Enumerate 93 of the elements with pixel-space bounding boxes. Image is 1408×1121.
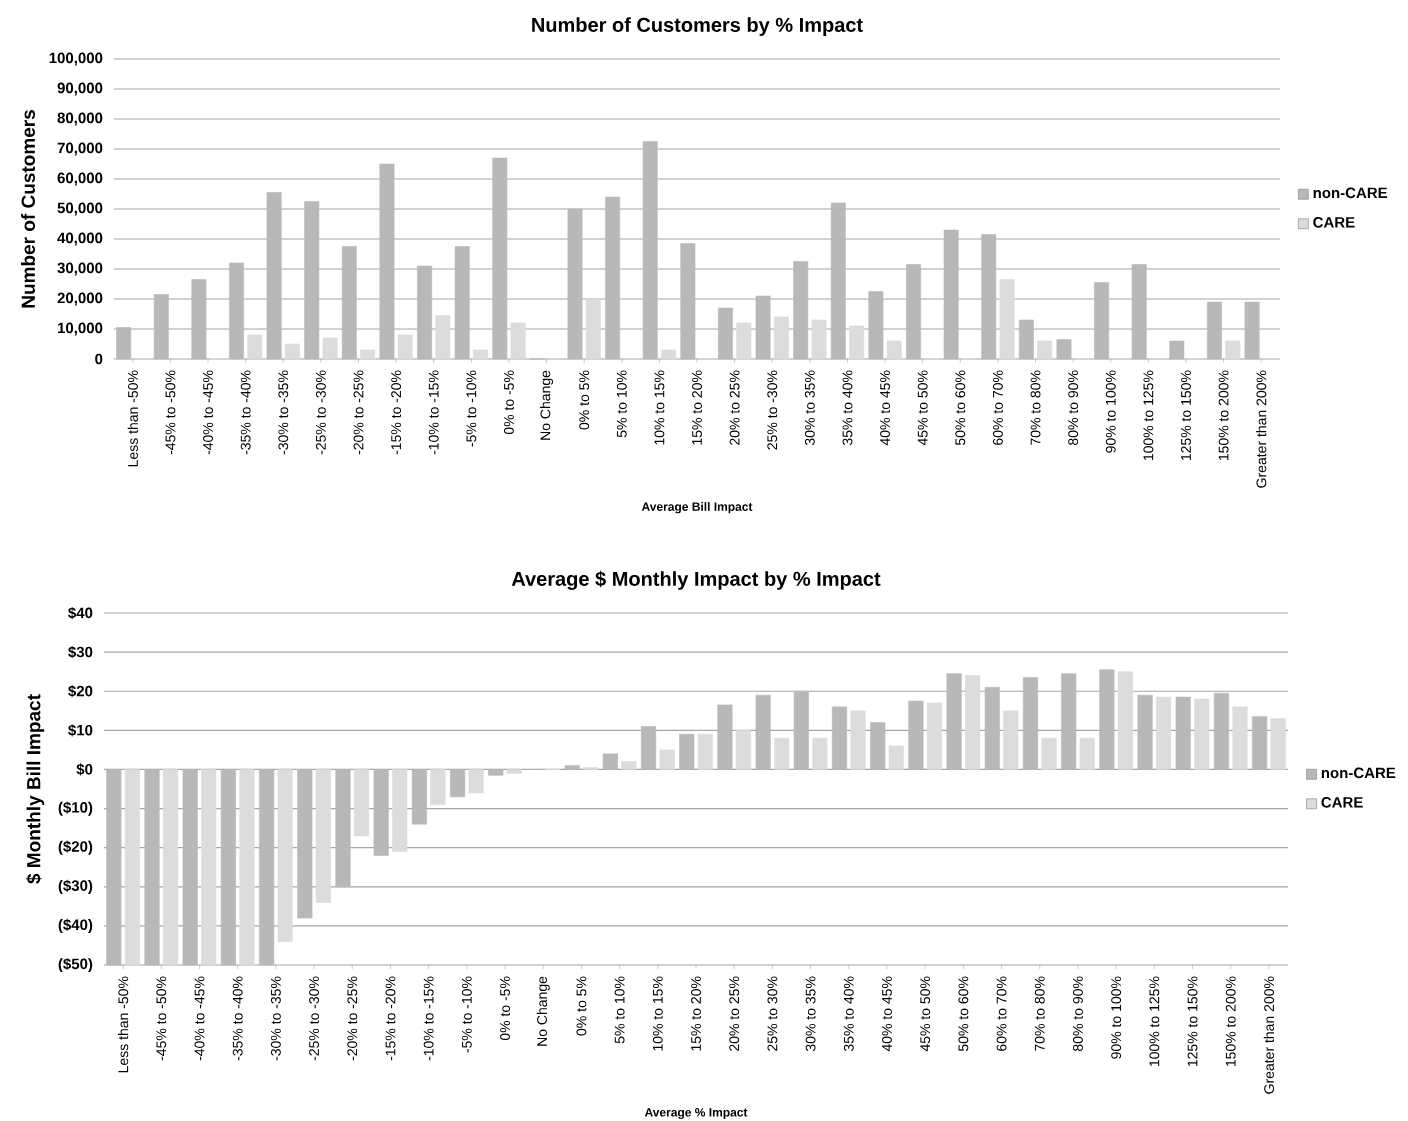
x-tick-label: 60% to 70% — [992, 370, 1003, 445]
x-tick-label: 70% to 80% — [1034, 976, 1045, 1051]
x-tick-label: 40% to 45% — [880, 370, 891, 446]
x-tick-label: -5% to -10% — [461, 976, 472, 1053]
x-tick-label: 80% to 90% — [1068, 370, 1079, 445]
y-tick-label: 0 — [95, 353, 103, 365]
x-tick-label: 0% to -5% — [504, 370, 514, 435]
x-tick-label: 10% to 15% — [654, 370, 665, 445]
x-tick-label: 150% to 200% — [1218, 370, 1229, 461]
x-tick-label: 45% to 50% — [917, 370, 928, 446]
x-tick-label: 15% to 20% — [691, 976, 701, 1051]
x-tick-label: -30% to -35% — [270, 976, 281, 1061]
x-tick-label: 5% to 10% — [616, 370, 627, 438]
x-tick-label: 125% to 150% — [1187, 976, 1198, 1067]
y-tick-label: ($30) — [58, 879, 93, 894]
x-tick-label: 25% to 30% — [767, 976, 778, 1051]
legend-label: CARE — [1313, 216, 1355, 228]
x-tick-label: -30% to -35% — [278, 370, 289, 455]
x-tick-label: No Change — [540, 370, 554, 440]
y-tick-label: 50,000 — [57, 202, 103, 216]
x-tick-label: -20% to -25% — [347, 976, 358, 1061]
x-tick-label: 35% to 40% — [843, 976, 854, 1052]
legend-label: non-CARE — [1313, 187, 1388, 199]
y-tick-label: 30,000 — [57, 262, 103, 276]
y-tick-label: $10 — [68, 724, 93, 737]
y-tick-label: 40,000 — [57, 232, 103, 246]
y-tick-label: 20,000 — [57, 292, 103, 306]
y-axis-title: $ Monthly Bill Impact — [26, 694, 45, 884]
y-tick-label: $40 — [68, 606, 93, 620]
x-tick-label: 30% to 35% — [804, 370, 815, 446]
x-tick-label: 100% to 125% — [1149, 976, 1160, 1067]
x-tick-label: 45% to 50% — [920, 976, 931, 1052]
x-tick-label: 150% to 200% — [1225, 976, 1236, 1067]
y-tick-label: $0 — [76, 763, 93, 776]
x-tick-label: No Change — [536, 976, 550, 1046]
x-tick-label: 20% to 25% — [729, 976, 740, 1051]
x-axis-title: Average % Impact — [644, 1108, 748, 1119]
x-tick-label: 50% to 60% — [958, 976, 969, 1051]
x-tick-label: 40% to 45% — [882, 976, 892, 1052]
x-tick-label: 70% to 80% — [1030, 370, 1041, 445]
y-tick-label: ($50) — [58, 957, 93, 973]
x-tick-label: -35% to -40% — [240, 370, 251, 455]
y-tick-label: ($20) — [58, 840, 93, 855]
x-tick-label: 100% to 125% — [1143, 370, 1154, 461]
x-tick-label: 60% to 70% — [996, 976, 1007, 1051]
y-tick-label: $20 — [68, 685, 93, 698]
x-tick-label: 0% to 5% — [579, 370, 590, 430]
x-tick-label: -20% to -25% — [353, 370, 364, 455]
y-tick-label: 90,000 — [57, 82, 103, 96]
x-tick-label: -10% to -15% — [428, 370, 439, 455]
x-tick-label: 80% to 90% — [1073, 976, 1083, 1051]
y-tick-label: ($40) — [58, 918, 93, 934]
x-tick-label: -25% to -30% — [315, 370, 326, 455]
x-tick-label: Greater than 200% — [1263, 976, 1275, 1094]
chart-title: Number of Customers by % Impact — [532, 17, 863, 36]
y-tick-label: $30 — [68, 646, 93, 659]
x-tick-label: Less than -50% — [127, 370, 138, 467]
y-tick-label: 70,000 — [57, 142, 103, 156]
x-tick-label: 35% to 40% — [842, 370, 853, 446]
y-tick-label: 100,000 — [49, 52, 103, 66]
legend-label: CARE — [1321, 797, 1363, 808]
x-tick-label: 30% to 35% — [805, 976, 816, 1052]
x-tick-label: -40% to -45% — [203, 370, 213, 455]
x-tick-label: -5% to -10% — [466, 370, 477, 447]
x-axis-title: Average Bill Impact — [641, 502, 753, 514]
y-tick-label: 80,000 — [57, 112, 103, 126]
x-tick-label: 20% to 25% — [729, 370, 740, 445]
x-tick-label: -15% to -20% — [385, 976, 396, 1061]
y-tick-label: ($10) — [58, 801, 93, 816]
legend-label: non-CARE — [1321, 767, 1396, 779]
x-tick-label: 90% to 100% — [1111, 976, 1122, 1059]
y-tick-label: 60,000 — [57, 172, 103, 186]
x-tick-label: -15% to -20% — [391, 370, 402, 455]
x-tick-label: 15% to 20% — [692, 370, 702, 445]
x-tick-label: 0% to -5% — [500, 976, 510, 1041]
x-tick-label: -45% to -50% — [156, 976, 167, 1061]
x-tick-label: 10% to 15% — [652, 976, 663, 1051]
x-tick-label: 125% to 150% — [1181, 370, 1191, 461]
x-tick-label: -25% to -30% — [309, 976, 320, 1061]
x-tick-label: 5% to 10% — [614, 976, 625, 1044]
x-tick-label: -45% to -50% — [165, 370, 176, 455]
x-tick-label: 0% to 5% — [576, 976, 587, 1036]
x-tick-label: 50% to 60% — [955, 370, 966, 445]
x-tick-label: -40% to -45% — [194, 976, 205, 1061]
chart-title: Average $ Monthly Impact by % Impact — [511, 570, 881, 590]
x-tick-label: 25% to -30% — [767, 370, 778, 450]
y-tick-label: 10,000 — [58, 322, 103, 336]
x-tick-label: -10% to -15% — [423, 976, 434, 1061]
x-tick-label: -35% to -40% — [232, 976, 243, 1061]
y-axis-title: Number of Customers — [21, 110, 35, 308]
x-tick-label: Less than -50% — [117, 976, 129, 1073]
x-tick-label: 90% to 100% — [1105, 370, 1116, 453]
x-tick-label: Greater than 200% — [1256, 370, 1267, 488]
